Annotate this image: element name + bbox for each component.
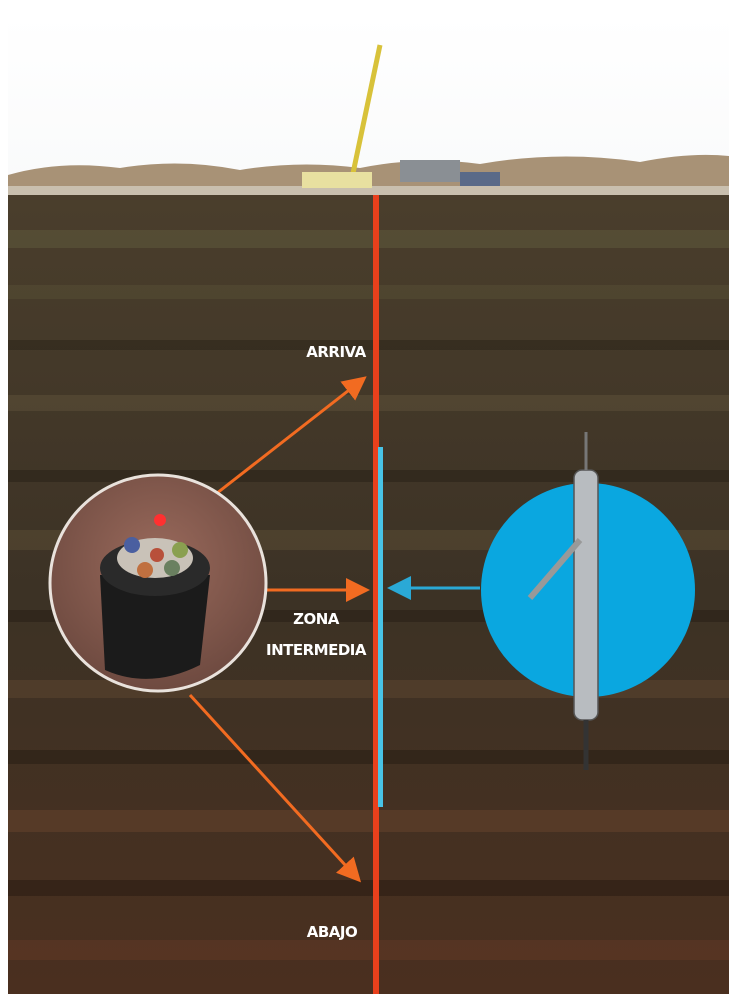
cable-detail (48, 473, 268, 693)
label-middle: INTERMEDIA (266, 641, 367, 659)
crane (302, 44, 500, 188)
ground-surface (8, 186, 729, 195)
label-bottom: ABAJO (307, 923, 357, 941)
intermediate-zone (378, 447, 383, 807)
label-middle: ZONA (293, 610, 340, 628)
tool-detail (481, 432, 695, 770)
arrows (188, 376, 480, 883)
label-top: ARRIVA (306, 343, 366, 361)
borehole-cable (373, 195, 379, 994)
